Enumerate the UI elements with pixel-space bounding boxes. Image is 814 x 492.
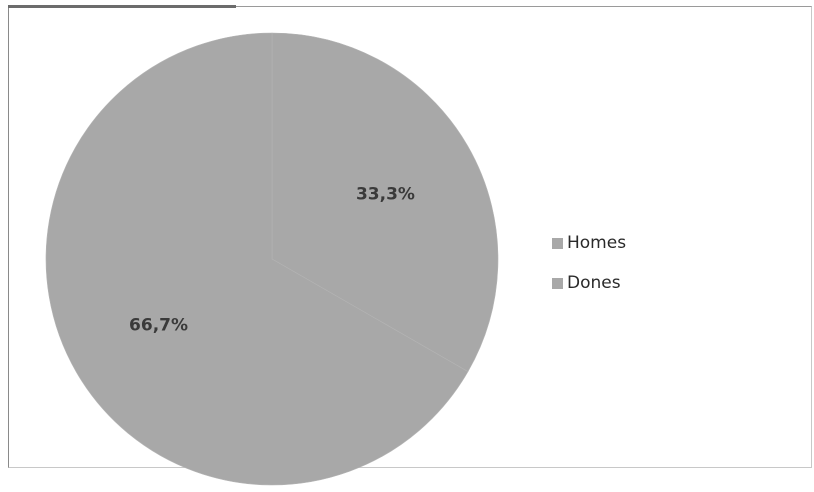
legend-label-homes: Homes: [567, 233, 627, 253]
legend-label-dones: Dones: [567, 273, 621, 293]
slice-label-homes: 33,3%: [356, 184, 415, 204]
pie-slice-dones: [45, 32, 469, 486]
slice-label-dones: 66,7%: [129, 316, 188, 336]
legend-item-homes: Homes: [552, 232, 626, 254]
legend-item-dones: Dones: [552, 272, 626, 294]
chart-legend: Homes Dones: [552, 232, 626, 312]
legend-swatch-homes: [552, 237, 563, 249]
frame-top-edge: [8, 5, 236, 8]
pie-slice-homes: [271, 32, 499, 372]
legend-swatch-dones: [552, 277, 563, 289]
